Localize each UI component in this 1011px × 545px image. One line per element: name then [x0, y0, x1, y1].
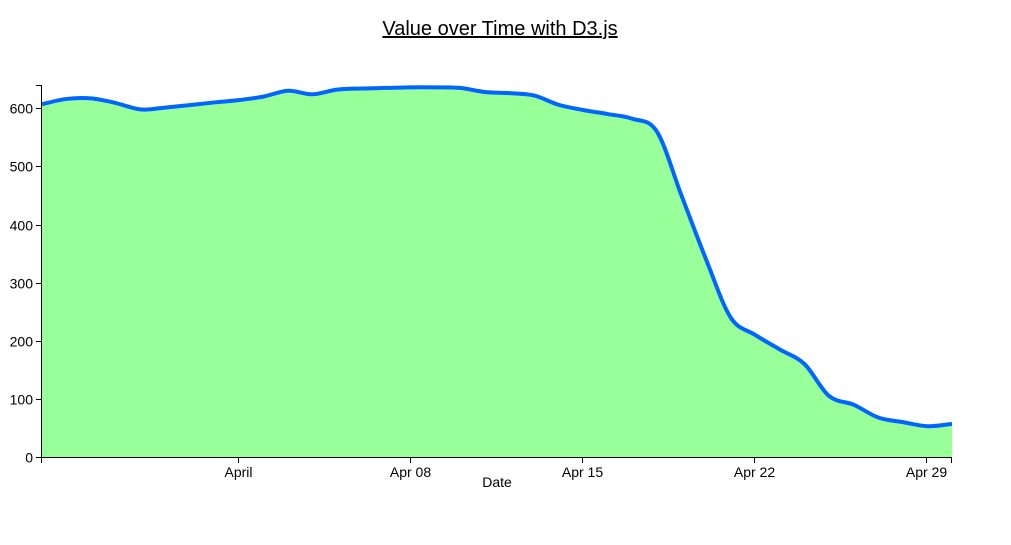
y-tick-label: 300 — [10, 276, 34, 292]
y-tick-label: 500 — [10, 159, 34, 175]
x-axis-title: Date — [482, 474, 512, 490]
y-axis: 0 100 200 300 400 500 600 — [10, 85, 42, 466]
plot-area — [41, 85, 953, 457]
y-tick-label: 200 — [10, 334, 34, 350]
y-tick-label: 600 — [10, 101, 34, 117]
x-tick-label: Apr 15 — [562, 464, 603, 480]
area-fill — [42, 87, 952, 457]
chart-title: Value over Time with D3.js — [382, 18, 618, 40]
x-tick-label: April — [224, 464, 252, 480]
x-tick-label: Apr 08 — [390, 464, 431, 480]
x-axis: April Apr 08 Apr 15 Apr 22 Apr 29 — [41, 457, 952, 480]
x-tick-label: Apr 22 — [734, 464, 775, 480]
y-tick-label: 0 — [25, 450, 33, 466]
x-tick-label: Apr 29 — [906, 464, 947, 480]
series-line — [41, 85, 953, 429]
y-tick-label: 100 — [10, 392, 34, 408]
y-tick-label: 400 — [10, 218, 34, 234]
